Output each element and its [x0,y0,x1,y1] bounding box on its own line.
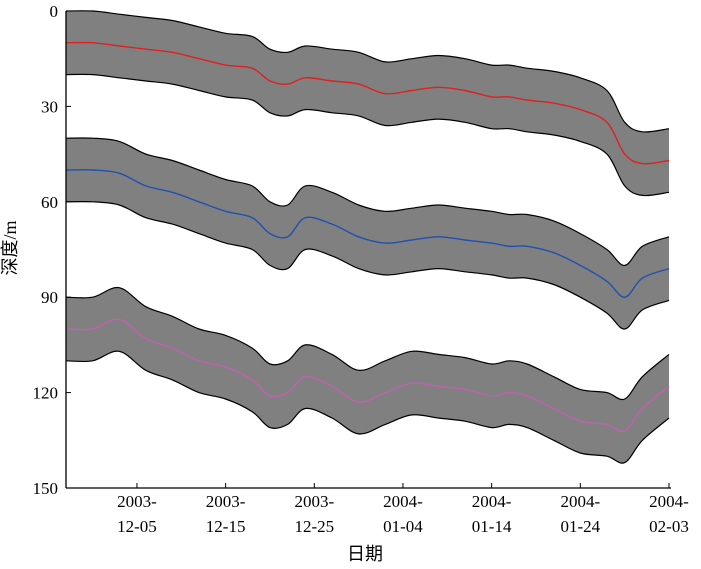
x-tick-label-monthday: 12-25 [294,517,334,536]
x-tick-label-monthday: 02-03 [649,517,689,536]
series-lines [65,41,670,433]
x-axis-label: 日期 [347,544,383,564]
series-3-band [66,287,669,464]
x-tick-label-monthday: 12-15 [206,517,246,536]
x-tick-label-monthday: 01-04 [383,517,423,536]
x-tick-label-year: 2003- [294,492,334,511]
x-tick-label-year: 2003- [206,492,246,511]
y-tick-label: 90 [41,288,58,307]
y-tick-label: 120 [33,384,59,403]
x-tick-label-monthday: 01-14 [472,517,512,536]
x-tick-label-year: 2004- [560,492,600,511]
series-2-band-upper-edge [65,137,670,266]
axes [65,10,671,489]
series-1-band-lower-edge [65,73,670,197]
y-tick-label: 150 [33,479,59,498]
x-tick-label-monthday: 12-05 [117,517,157,536]
series-3-band-upper-edge [65,286,670,401]
confidence-bands [65,10,670,464]
y-axis-label: 深度/m [0,220,20,275]
series-2-line [65,169,670,298]
series-1-band-upper-edge [65,10,670,133]
x-tick-label-year: 2004- [472,492,512,511]
series-1-band [66,10,669,196]
tick-labels: 0 30 60 90 120 150 2003- 12-05 2003- 12-15 2003- 12… [33,2,690,536]
x-tick-label-year: 2003- [117,492,157,511]
series-3-line [65,318,670,433]
y-tick-label: 30 [41,97,58,116]
y-tick-label: 60 [41,193,58,212]
series-2-band-lower-edge [65,200,670,330]
series-2-band [66,137,669,330]
x-tick-label-year: 2004- [649,492,689,511]
series-1-line [65,41,670,165]
y-tick-label: 0 [50,2,59,21]
series-3-band-lower-edge [65,350,670,464]
x-tick-label-monthday: 01-24 [560,517,600,536]
x-tick-label-year: 2004- [383,492,423,511]
